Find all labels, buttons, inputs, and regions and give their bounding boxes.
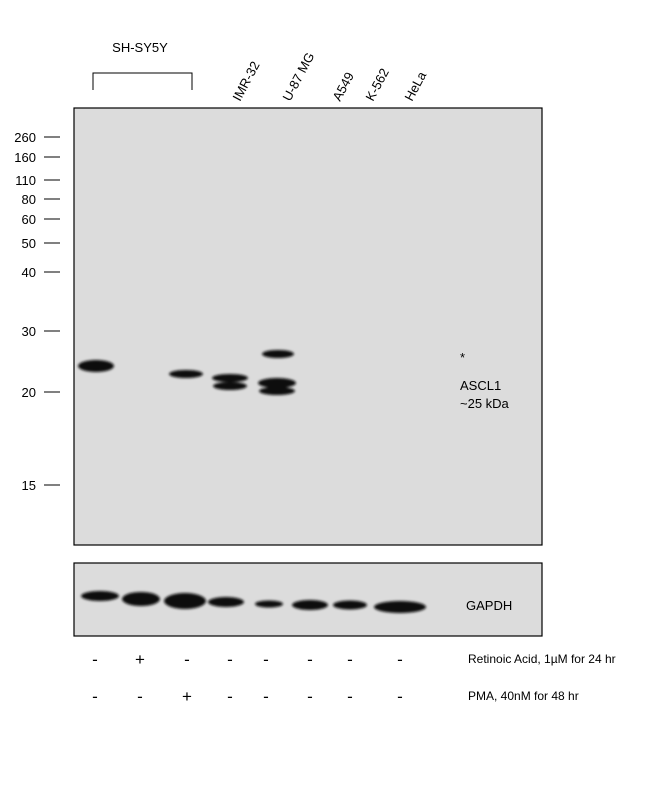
bracket <box>92 72 193 90</box>
main-blot <box>73 107 543 546</box>
band <box>259 387 295 395</box>
band <box>213 382 247 390</box>
treatment-sign: - <box>227 687 233 706</box>
band <box>262 350 294 358</box>
generated: 260 160 110 80 60 50 40 30 20 15 IMR-32 U-87 MG A549… <box>14 50 615 706</box>
treatment-sign: - <box>347 650 353 669</box>
marker-label: 80 <box>22 192 36 207</box>
band <box>169 370 203 378</box>
lane-label: IMR-32 <box>229 59 262 104</box>
band <box>333 600 367 610</box>
size-label: ~25 kDa <box>460 396 510 411</box>
band <box>258 378 296 388</box>
treatment-sign: + <box>135 650 145 669</box>
treatment-sign: - <box>184 650 190 669</box>
lane-label: A549 <box>329 70 357 104</box>
treatment-sign: - <box>92 687 98 706</box>
marker-label: 20 <box>22 385 36 400</box>
treatment-sign: - <box>397 687 403 706</box>
treatment-sign: - <box>307 687 313 706</box>
treatment-sign: - <box>263 687 269 706</box>
treatment-sign: + <box>182 687 192 706</box>
band <box>374 601 426 613</box>
bands <box>78 350 426 613</box>
marker-label: 110 <box>15 173 36 188</box>
band <box>255 600 283 608</box>
treatment-sign: - <box>397 650 403 669</box>
treatment-sign: - <box>263 650 269 669</box>
target-label: ASCL1 <box>460 378 501 393</box>
band <box>212 374 248 382</box>
marker-label: 160 <box>14 150 36 165</box>
lane-label: K-562 <box>362 66 392 104</box>
band <box>164 593 206 609</box>
treatment-label: Retinoic Acid, 1µM for 24 hr <box>468 652 616 666</box>
asterisk: * <box>460 350 465 365</box>
treatment-sign: - <box>227 650 233 669</box>
marker-label: 260 <box>14 130 36 145</box>
treatment-sign: - <box>307 650 313 669</box>
band <box>292 600 328 610</box>
lane-label: HeLa <box>401 68 429 103</box>
treatment-sign: - <box>92 650 98 669</box>
marker-label: 15 <box>22 478 36 493</box>
treatment-sign: - <box>347 687 353 706</box>
treatment-sign: - <box>137 687 143 706</box>
marker-label: 30 <box>22 324 36 339</box>
loading-control-label: GAPDH <box>466 598 512 613</box>
band <box>81 591 119 601</box>
cell-line-label: SH-SY5Y <box>112 40 168 55</box>
band <box>122 592 160 606</box>
marker-label: 40 <box>22 265 36 280</box>
marker-label: 50 <box>22 236 36 251</box>
treatment-label: PMA, 40nM for 48 hr <box>468 689 579 703</box>
lane-label: U-87 MG <box>279 50 317 104</box>
marker-label: 60 <box>22 212 36 227</box>
band <box>78 360 114 372</box>
band <box>208 597 244 607</box>
